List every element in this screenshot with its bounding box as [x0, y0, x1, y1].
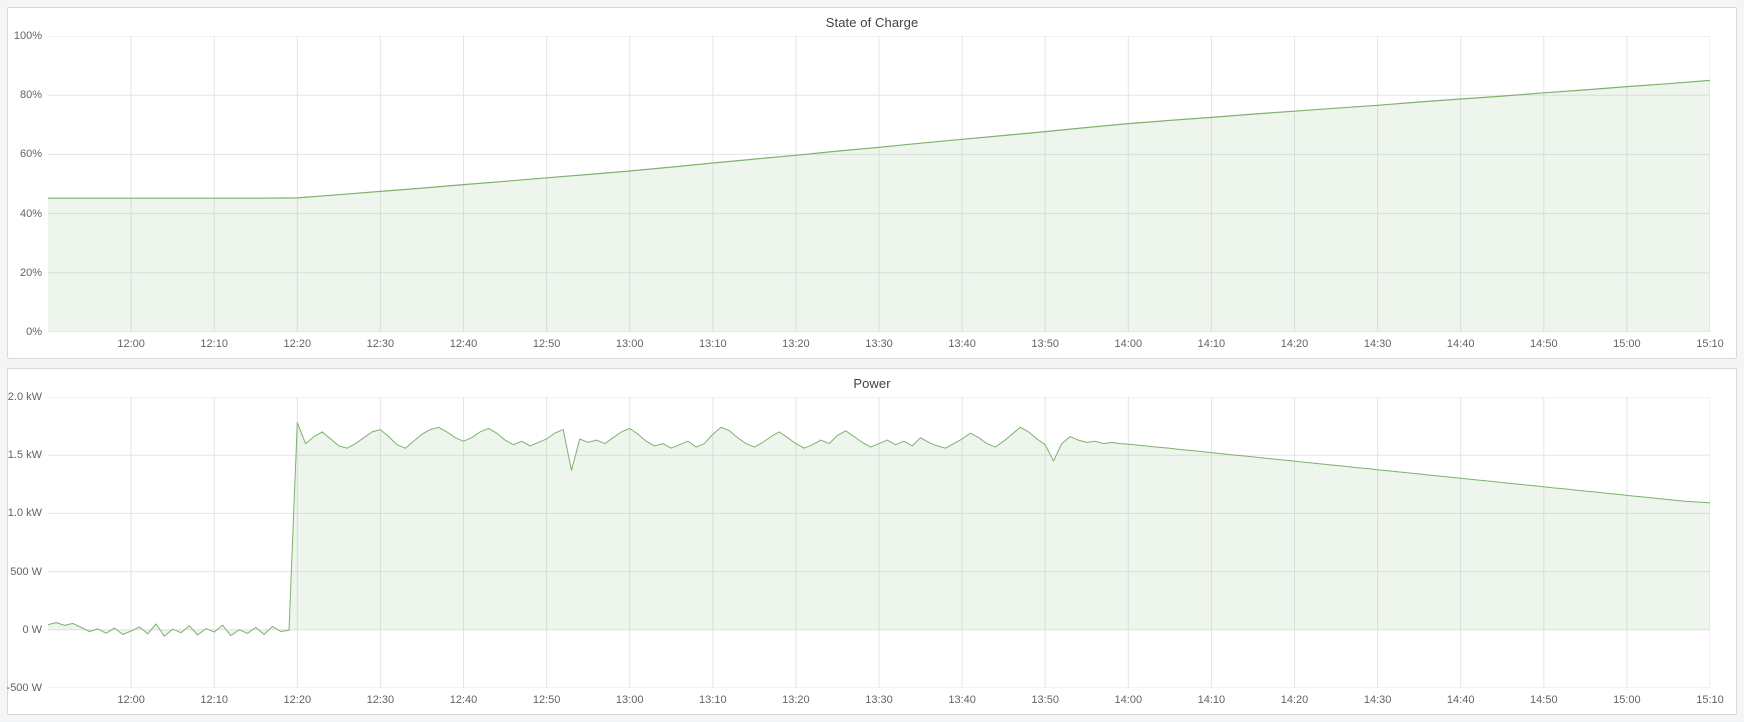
y-axis-tick-label: 80% [19, 89, 42, 102]
panel-state-of-charge: State of Charge 0% 20% 40% 60% 80% 100% 12:00… [7, 7, 1737, 359]
y-axis-tick-label: 100% [13, 30, 42, 42]
x-axis-tick-label: 12:50 [532, 338, 561, 350]
x-axis-tick-label: 15:00 [1613, 338, 1641, 350]
y-axis-tick-label: 1.5 kW [7, 449, 42, 462]
x-axis-tick-label: 14:40 [1446, 338, 1475, 350]
soc-chart-svg [48, 36, 1710, 332]
x-axis-tick-label: 14:10 [1197, 338, 1226, 350]
soc-plot-area[interactable] [48, 36, 1710, 332]
x-axis-tick-label: 13:50 [1031, 694, 1059, 706]
soc-y-axis: 0% 20% 40% 60% 80% 100% [10, 30, 48, 338]
x-axis-tick-label: 13:00 [615, 338, 644, 350]
x-axis-tick-label: 12:00 [117, 338, 145, 350]
y-axis-tick-label: 500 W [10, 565, 42, 578]
x-axis-tick-label: 12:10 [200, 338, 228, 350]
y-axis-tick-label: 20% [19, 266, 42, 279]
x-axis-tick-label: 13:20 [782, 694, 810, 706]
panel-header: Power [8, 369, 1736, 397]
x-axis-tick-label: 12:20 [283, 338, 312, 350]
power-plot-area[interactable] [48, 397, 1710, 688]
y-axis-tick-label: 60% [19, 148, 42, 161]
panel-title-state-of-charge[interactable]: State of Charge [825, 14, 919, 30]
state-of-charge-chart: 0% 20% 40% 60% 80% 100% 12:00 12:10 12:20 12:30 1… [8, 30, 1736, 358]
x-axis-tick-label: 14:20 [1280, 338, 1309, 350]
x-axis-tick-label: 14:10 [1197, 694, 1226, 706]
x-axis-tick-label: 12:00 [117, 694, 145, 706]
power-y-axis: -500 W 0 W 500 W 1.0 kW 1.5 kW 2.0 kW [7, 391, 48, 694]
x-axis-tick-label: 14:40 [1446, 694, 1475, 706]
x-axis-tick-label: 13:20 [782, 338, 810, 350]
x-axis-tick-label: 14:30 [1363, 338, 1392, 350]
x-axis-tick-label: 12:30 [366, 338, 395, 350]
power-chart-svg [48, 397, 1710, 688]
x-axis-tick-label: 14:20 [1280, 694, 1309, 706]
power-x-axis: 12:00 12:10 12:20 12:30 12:40 12:50 13:00 13:10… [48, 688, 1723, 712]
y-axis-tick-label: 0% [26, 326, 42, 338]
x-axis-tick-label: 12:30 [366, 694, 395, 706]
grid-lines [48, 36, 1710, 332]
x-axis-tick-label: 14:00 [1114, 338, 1143, 350]
panel-header: State of Charge [8, 8, 1736, 36]
y-axis-tick-label: 0 W [22, 623, 42, 636]
y-axis-tick-label: 40% [19, 207, 42, 220]
x-axis-tick-label: 14:00 [1114, 694, 1143, 706]
series-line [48, 79, 1710, 199]
x-axis-tick-label: 13:30 [865, 694, 893, 706]
series-area-fill [48, 80, 1710, 332]
grid-lines [48, 397, 1710, 688]
x-axis-tick-label: 13:00 [615, 694, 644, 706]
x-axis-tick-label: 14:50 [1530, 338, 1558, 350]
x-axis-tick-label: 13:40 [948, 338, 976, 350]
x-axis-tick-label: 13:30 [865, 338, 893, 350]
panel-title-power[interactable]: Power [853, 375, 891, 391]
x-axis-tick-label: 13:50 [1031, 338, 1059, 350]
x-axis-tick-label: 12:40 [449, 694, 478, 706]
x-axis-tick-label: 15:10 [1696, 694, 1724, 706]
x-axis-tick-label: 15:00 [1613, 694, 1641, 706]
x-axis-tick-label: 12:40 [449, 338, 478, 350]
x-axis-tick-label: 14:30 [1363, 694, 1392, 706]
y-axis-tick-label: -500 W [6, 682, 42, 694]
x-axis-tick-label: 13:10 [699, 694, 727, 706]
y-axis-tick-label: 1.0 kW [7, 507, 42, 520]
series-area-fill [48, 422, 1710, 637]
x-axis-tick-label: 12:20 [283, 694, 312, 706]
x-axis-tick-label: 13:10 [699, 338, 727, 350]
x-axis-tick-label: 13:40 [948, 694, 976, 706]
series-line [48, 422, 1710, 637]
x-axis-tick-label: 14:50 [1530, 694, 1558, 706]
y-axis-tick-label: 2.0 kW [7, 391, 42, 403]
x-axis-tick-label: 12:10 [200, 694, 228, 706]
x-axis-tick-label: 15:10 [1696, 338, 1724, 350]
x-axis-tick-label: 12:50 [532, 694, 561, 706]
panel-power: Power -500 W 0 W 500 W 1.0 kW 1.5 kW 2.0 kW 1… [7, 368, 1737, 715]
soc-x-axis: 12:00 12:10 12:20 12:30 12:40 12:50 13:00 13:10… [48, 332, 1723, 356]
